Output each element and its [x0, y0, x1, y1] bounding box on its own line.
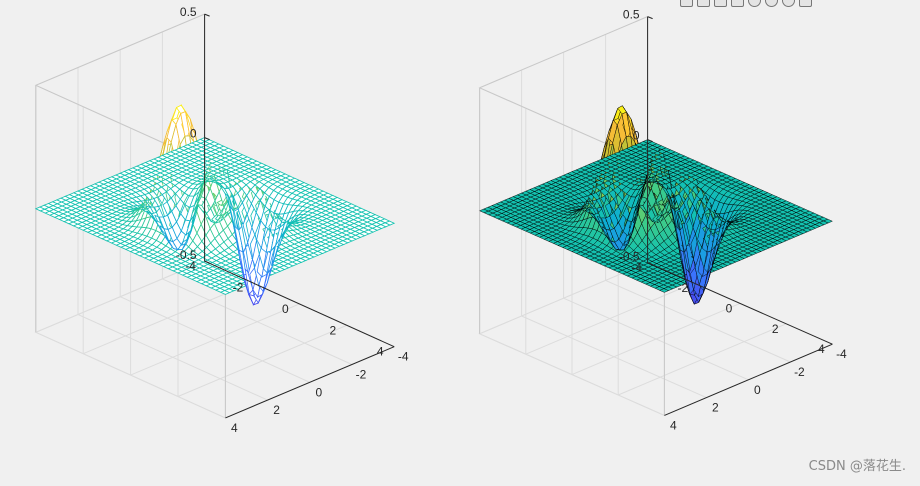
y-axis-line [204, 260, 395, 348]
z-tick-label: -0.5 [176, 248, 197, 262]
x-axis-line [664, 343, 833, 416]
z-tick [204, 137, 210, 141]
y-tick-label: 0 [726, 301, 733, 315]
grid-line-y-floor [563, 297, 749, 381]
x-tick-label: -4 [836, 347, 847, 361]
grid-line-y-floor [119, 296, 311, 383]
y-axis-line [647, 262, 833, 345]
y-tick-label: 4 [818, 342, 825, 356]
surface-patch [384, 220, 396, 226]
y-tick-label: 2 [329, 323, 336, 337]
save-icon[interactable] [680, 0, 693, 7]
z-tick [204, 260, 210, 264]
grid-line-x-floor [177, 324, 347, 397]
grid-line-y-floor [521, 315, 707, 399]
z-tick [647, 139, 653, 143]
x-tick-label: -4 [398, 350, 409, 364]
axes-mesh: -0.5 0 0.5 -4 -2 0 2 4 -4 -2 0 2 4 [34, 5, 409, 435]
tick-labels: -0.5 0 0.5 -4 -2 0 2 4 -4 -2 0 2 4 [619, 8, 847, 433]
x-tick-label: -2 [794, 365, 805, 379]
z-tick-label: 0 [190, 127, 197, 141]
z-tick [647, 16, 653, 20]
rotate-icon[interactable] [731, 0, 744, 7]
y-tick-label: 4 [377, 345, 384, 359]
x-tick-label: 4 [231, 421, 238, 435]
axes-surf: -0.5 0 0.5 -4 -2 0 2 4 -4 -2 0 2 4 [478, 8, 847, 433]
x-tick-label: 2 [273, 403, 280, 417]
y-tick-label: 2 [772, 322, 779, 336]
y-tick-label: -2 [233, 281, 244, 295]
z-tick [647, 262, 653, 266]
grid-line-y-floor [77, 314, 268, 401]
x-tick-label: 4 [670, 418, 677, 432]
y-tick-label: -4 [631, 261, 642, 275]
watermark: CSDN @落花生. [808, 459, 906, 474]
z-tick-label: 0.5 [623, 8, 640, 22]
z-tick [204, 13, 210, 17]
y-tick-label: -2 [677, 281, 688, 295]
box-edge [479, 16, 648, 89]
surface-patch [823, 218, 833, 224]
x-tick-label: -2 [356, 368, 367, 382]
z-tick-label: 0.5 [180, 5, 197, 19]
z-tick-label: -0.5 [619, 250, 640, 264]
x-axis-line [225, 346, 395, 419]
tick-labels: -0.5 0 0.5 -4 -2 0 2 4 -4 -2 0 2 4 [176, 5, 409, 435]
filled-surface [479, 105, 833, 305]
x-tick-label: 0 [315, 385, 322, 399]
grid-line-x-floor [618, 323, 787, 396]
box-edge [35, 13, 205, 86]
figure-toolbar [680, 0, 812, 8]
data-tip-icon[interactable] [714, 0, 727, 7]
brush-icon[interactable] [697, 0, 710, 7]
x-tick-label: 2 [712, 401, 719, 415]
z-tick-label: 0 [633, 129, 640, 143]
home-icon[interactable] [799, 0, 812, 7]
y-tick-label: -4 [185, 259, 196, 273]
y-tick-label: 0 [282, 302, 289, 316]
mesh-surface [34, 104, 396, 306]
x-tick-label: 0 [754, 383, 761, 397]
